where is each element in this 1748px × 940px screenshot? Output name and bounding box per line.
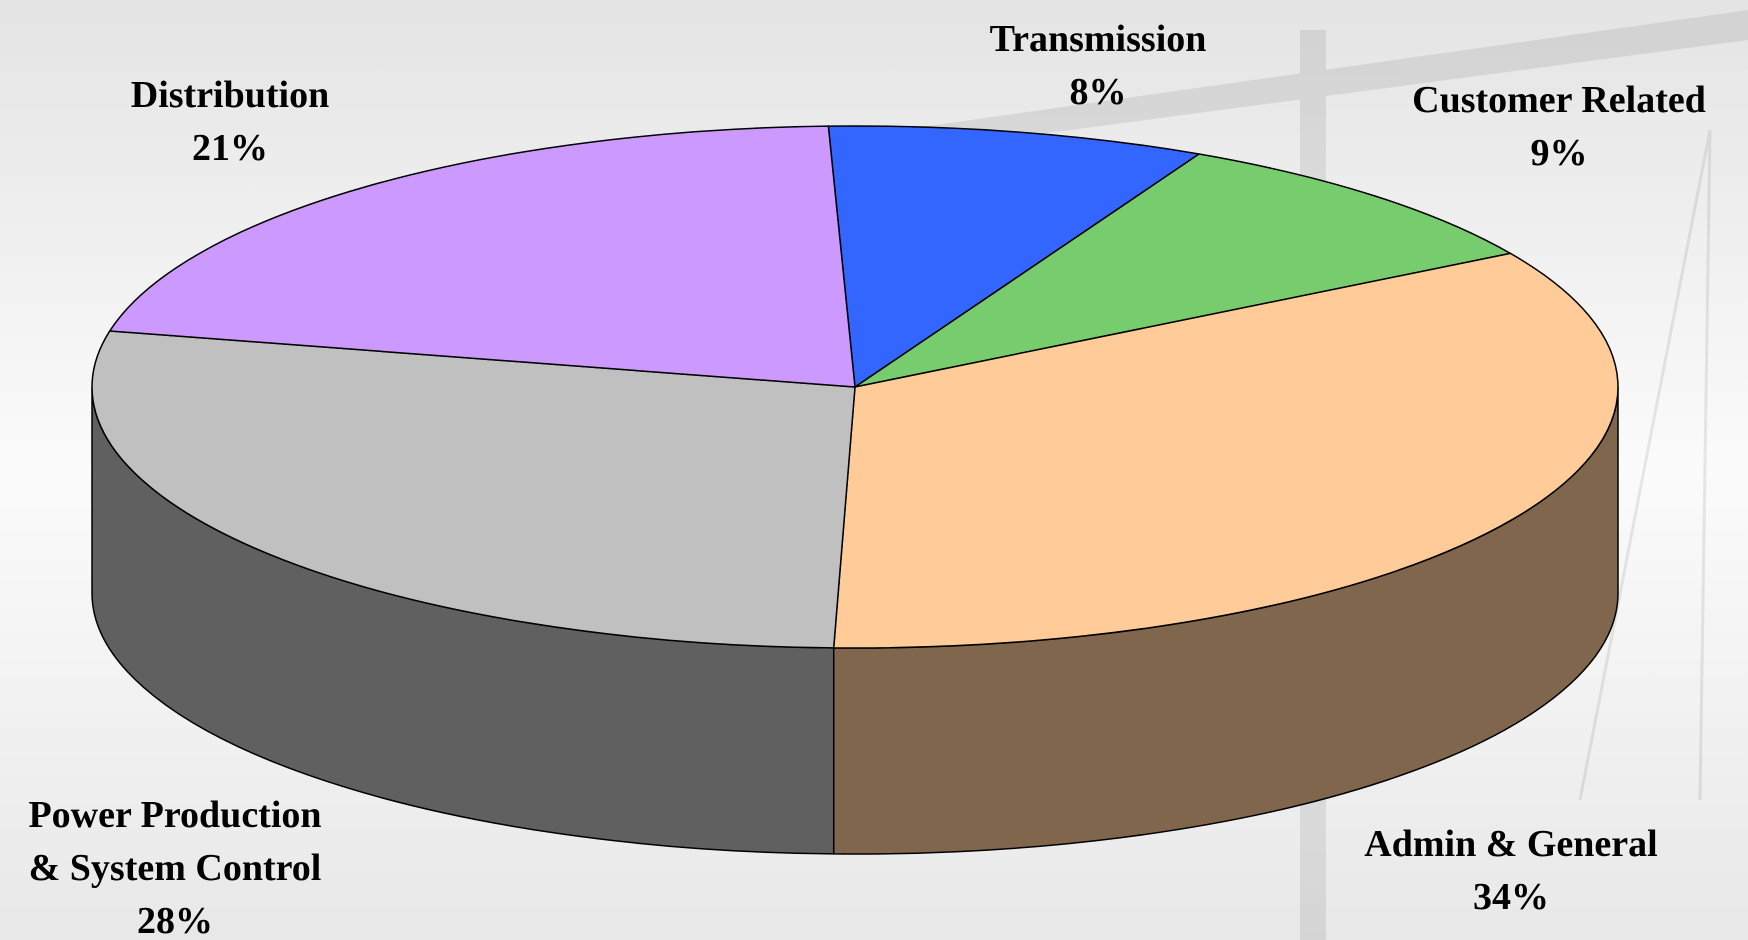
chart: Transmission 8% Customer Related 9% Admin & …	[0, 0, 1748, 940]
pie	[92, 126, 1618, 854]
slice-name: & System Control	[29, 847, 322, 889]
slice-value-label: 8%	[1070, 71, 1127, 113]
slice-name: Admin & General	[1364, 823, 1657, 865]
slice-value-label: 34%	[1473, 876, 1549, 918]
slice-name: Distribution	[131, 74, 329, 116]
slice-value-label: 28%	[137, 900, 213, 940]
page: Transmission 8% Customer Related 9% Admin & …	[0, 0, 1748, 940]
slice-value-label: 21%	[192, 127, 268, 169]
slice-name: Power Production	[28, 794, 321, 836]
slice-name: Customer Related	[1412, 79, 1706, 121]
slice-value-label: 9%	[1531, 132, 1588, 174]
slice-name: Transmission	[990, 18, 1207, 60]
